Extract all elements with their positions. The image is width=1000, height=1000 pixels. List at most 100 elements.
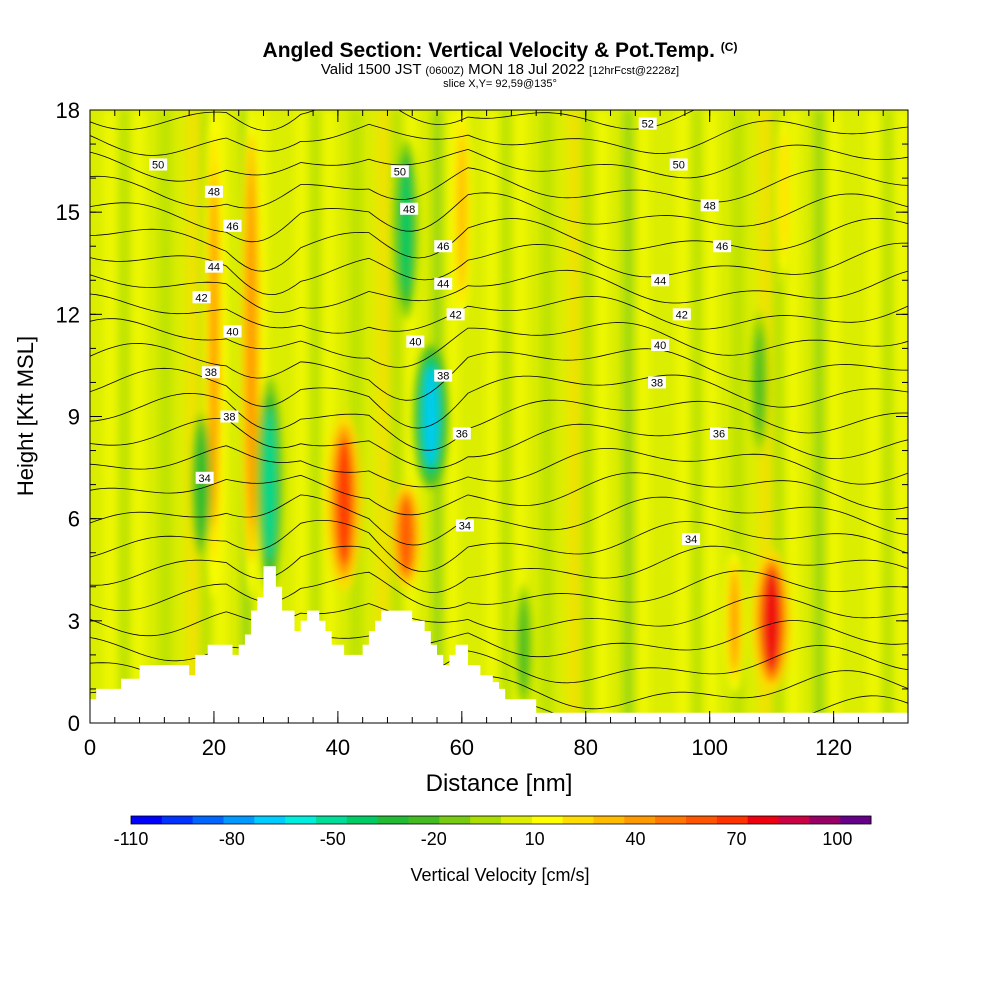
contour-label: 44 (651, 274, 670, 287)
colorbar-swatch (840, 816, 872, 824)
velocity-texture-band (648, 110, 664, 723)
potential-temperature-contours (90, 110, 908, 723)
contour-label-text: 44 (654, 275, 666, 287)
contour-label-box (709, 427, 728, 440)
terrain-mask (90, 566, 908, 723)
contour-label-box (390, 165, 409, 178)
valid-time-line: Valid 1500 JST (0600Z) MON 18 Jul 2022 [… (0, 62, 1000, 79)
velocity-texture-band (349, 110, 364, 723)
colorbar-swatch (161, 816, 194, 824)
contour-label: 46 (713, 240, 732, 253)
valid-utc: (0600Z) (425, 65, 464, 77)
theta-contour-line (90, 445, 908, 488)
y-tick-label: 9 (68, 405, 80, 430)
copyright-note: (C) (720, 40, 738, 54)
x-axis-title: Distance [nm] (426, 770, 573, 797)
colorbar-swatch (192, 816, 224, 824)
theta-contour-line (90, 120, 908, 156)
theta-contour-line (90, 545, 908, 593)
velocity-texture-band (539, 110, 555, 723)
contour-label: 36 (709, 427, 728, 441)
updraft-core (762, 569, 781, 672)
contour-label: 40 (651, 338, 670, 352)
velocity-texture-band (376, 110, 391, 723)
colorbar-tick-label: -80 (219, 829, 245, 849)
contour-label-text: 50 (394, 166, 406, 178)
contour-label-text: 48 (704, 200, 716, 212)
colorbar-swatch (531, 816, 564, 824)
contour-label-box (713, 240, 732, 253)
theta-contour-line (90, 110, 696, 131)
velocity-texture-band (103, 110, 119, 723)
colorbar-swatch (686, 816, 718, 824)
contour-label: 36 (452, 427, 471, 441)
contour-label-box (434, 277, 453, 290)
theta-contour-line (90, 167, 908, 209)
contour-label-text: 46 (437, 241, 449, 253)
colorbar-swatch (624, 816, 656, 824)
contour-label-box (400, 202, 419, 215)
colorbar-swatch (439, 816, 471, 824)
contour-label-box (672, 308, 691, 321)
updraft-core (729, 569, 740, 672)
contour-label: 34 (682, 533, 701, 546)
contour-label-text: 44 (208, 262, 220, 274)
contour-label: 34 (455, 519, 474, 532)
contour-label: 38 (434, 369, 453, 383)
theta-contour-line (90, 242, 908, 296)
velocity-texture-band (853, 110, 869, 723)
contour-label: 34 (195, 471, 214, 485)
velocity-texture-band (580, 110, 596, 723)
y-axis-title: Height [Kft MSL] (13, 336, 38, 496)
chart-title-block: Angled Section: Vertical Velocity & Pot.… (0, 36, 1000, 90)
velocity-texture-band (294, 110, 310, 723)
theta-contour-line (90, 367, 908, 429)
velocity-texture-band (839, 110, 855, 723)
contour-label-text: 48 (403, 204, 415, 216)
contour-label-text: 46 (226, 221, 238, 233)
theta-contour-line (90, 494, 908, 546)
theta-contour-line (90, 217, 908, 272)
downdraft-core (519, 601, 528, 692)
velocity-texture-band (526, 110, 541, 723)
velocity-texture-band (567, 110, 582, 723)
contour-label-text: 44 (437, 279, 449, 291)
contour-label: 46 (434, 240, 453, 253)
contour-label: 40 (406, 335, 425, 349)
contour-label: 42 (192, 291, 211, 304)
x-tick-label: 80 (574, 735, 598, 760)
velocity-texture-band (499, 110, 514, 723)
velocity-texture-band (485, 110, 500, 723)
theta-contour-line (90, 269, 908, 313)
slice-info: slice X,Y= 92,59@135° (443, 78, 557, 90)
updraft-core (457, 135, 467, 289)
contour-label-box (201, 366, 220, 379)
y-tick-label: 6 (68, 507, 80, 532)
theta-contour-line (90, 520, 908, 572)
colorbar-tick-label: -110 (114, 829, 149, 849)
contour-label: 50 (149, 158, 168, 171)
contour-label-box (204, 185, 223, 198)
x-tick-label: 120 (815, 735, 852, 760)
contour-label-text: 50 (673, 159, 685, 171)
contour-label-box (434, 240, 453, 253)
contour-label: 40 (223, 325, 242, 338)
contour-label-text: 50 (152, 159, 164, 171)
theta-contour-line (90, 192, 908, 243)
contour-label-box (682, 533, 701, 546)
contour-label-box (700, 199, 719, 212)
contour-label-text: 38 (437, 371, 449, 383)
velocity-texture-band (117, 110, 132, 723)
colorbar-tick-label: -20 (421, 829, 447, 849)
colorbar-swatch (377, 816, 409, 824)
contour-label-box (434, 369, 453, 382)
valid-prefix: Valid 1500 JST (320, 61, 422, 78)
colorbar-tick-label: 70 (726, 829, 746, 849)
contour-label-box (638, 117, 657, 130)
colorbar-swatch (655, 816, 687, 824)
x-tick-label: 0 (84, 735, 96, 760)
contour-label-box (406, 335, 425, 348)
x-tick-label: 100 (691, 735, 728, 760)
colorbar-swatch (254, 816, 286, 824)
